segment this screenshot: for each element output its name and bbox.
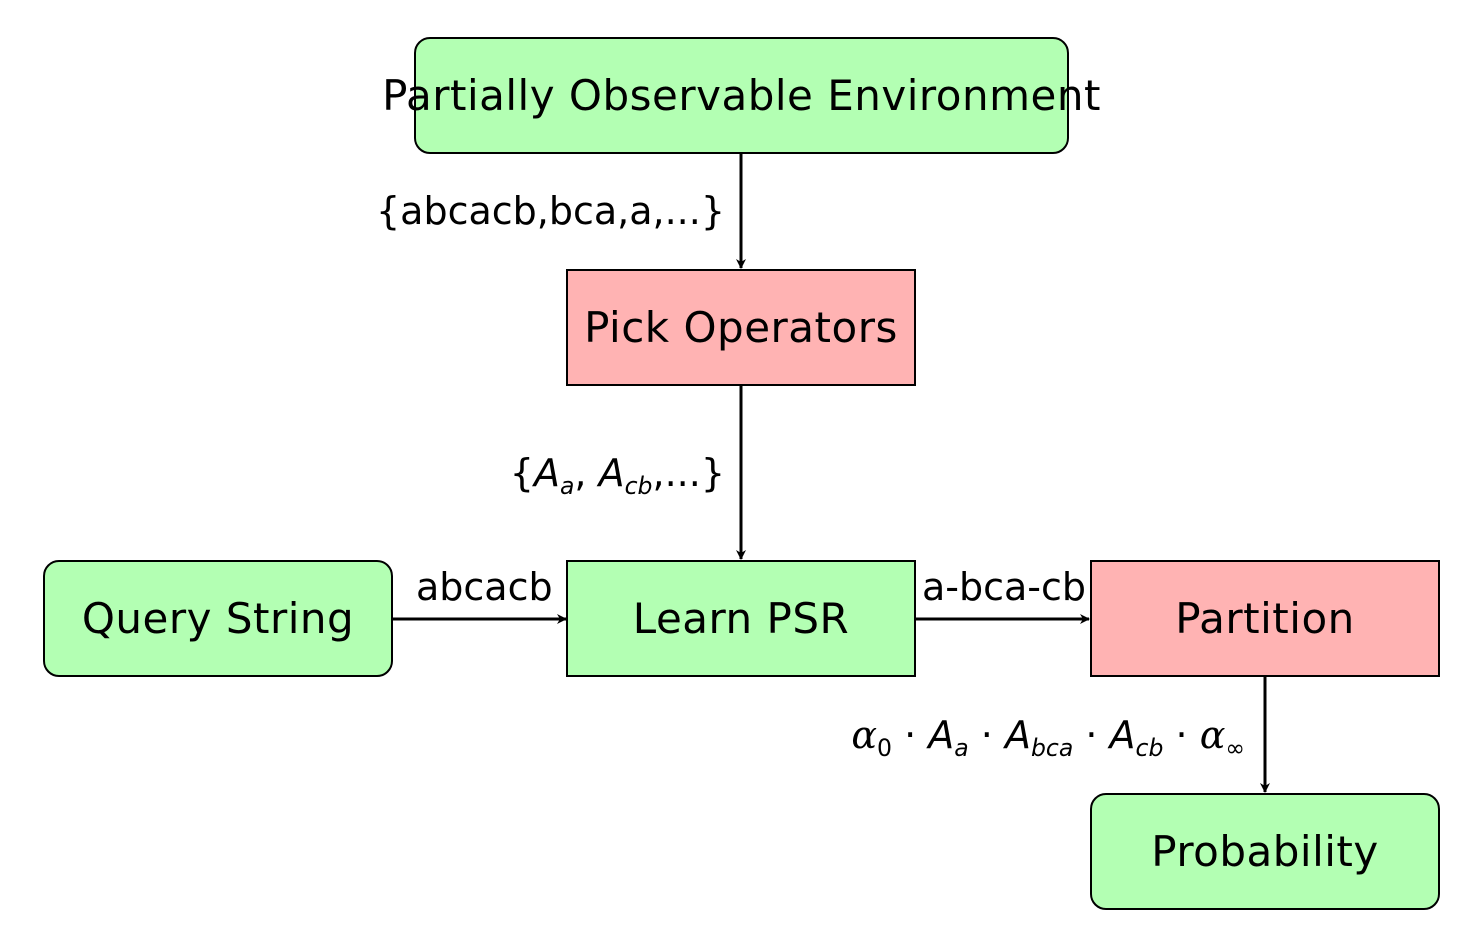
alpha-zero-symbol: α	[851, 713, 877, 757]
operator-cb-symbol: A	[1110, 713, 1136, 757]
dot-2: ·	[969, 713, 1005, 757]
operator-cb-subscript: cb	[625, 472, 653, 500]
node-probability-label: Probability	[1151, 827, 1379, 876]
alpha-inf-symbol: α	[1200, 713, 1226, 757]
dot-1: ·	[892, 713, 928, 757]
edge-label-learn-to-partition: a-bca-cb	[922, 568, 1086, 606]
separator: ,	[574, 451, 598, 495]
operator-bca-symbol: A	[1005, 713, 1031, 757]
node-probability: Probability	[1090, 793, 1440, 910]
dot-3: ·	[1073, 713, 1109, 757]
node-learn-psr-label: Learn PSR	[633, 594, 849, 643]
node-environment: Partially Observable Environment	[414, 37, 1069, 154]
node-query-string: Query String	[43, 560, 393, 677]
brace-close: ,...}	[653, 451, 726, 495]
operator-cb-symbol: A	[599, 451, 625, 495]
edge-label-query-to-learn: abcacb	[416, 568, 553, 606]
node-learn-psr: Learn PSR	[566, 560, 916, 677]
node-environment-label: Partially Observable Environment	[382, 71, 1101, 120]
edge-label-pick-to-learn: {Aa, Acb,...}	[510, 454, 725, 492]
alpha-inf-subscript: ∞	[1225, 734, 1245, 762]
operator-a-subscript: a	[560, 472, 574, 500]
operator-a-symbol: A	[928, 713, 954, 757]
node-pick-operators-label: Pick Operators	[584, 303, 898, 352]
operator-a-symbol: A	[534, 451, 560, 495]
node-partition-label: Partition	[1175, 594, 1355, 643]
node-partition: Partition	[1090, 560, 1440, 677]
edge-label-env-to-pick: {abcacb,bca,a,...}	[376, 192, 725, 230]
operator-bca-subscript: bca	[1031, 734, 1073, 762]
alpha-zero-subscript: 0	[877, 734, 892, 762]
operator-a-subscript: a	[954, 734, 968, 762]
edge-label-partition-to-probability: α0 · Aa · Abca · Acb · α∞	[851, 716, 1245, 754]
node-pick-operators: Pick Operators	[566, 269, 916, 386]
node-query-string-label: Query String	[82, 594, 354, 643]
brace-open: {	[510, 451, 534, 495]
dot-4: ·	[1163, 713, 1199, 757]
operator-cb-subscript: cb	[1136, 734, 1164, 762]
